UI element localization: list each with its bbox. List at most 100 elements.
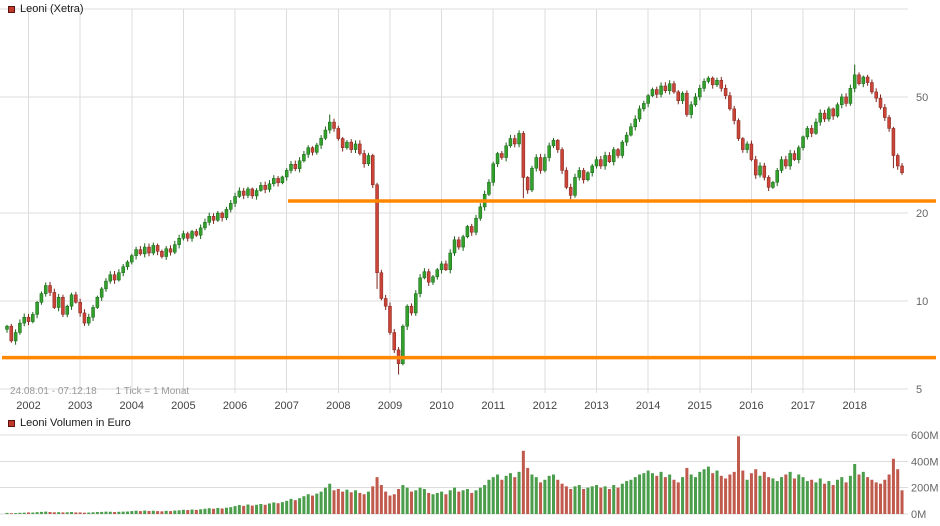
volume-bar[interactable]: [530, 474, 534, 515]
candle[interactable]: [250, 187, 255, 199]
candle[interactable]: [633, 115, 637, 131]
candle[interactable]: [444, 260, 448, 272]
volume-bar[interactable]: [147, 510, 151, 514]
candle[interactable]: [104, 278, 108, 292]
volume-bar[interactable]: [78, 512, 82, 514]
volume-bar[interactable]: [285, 500, 289, 514]
volume-bar[interactable]: [560, 483, 564, 514]
volume-bar[interactable]: [134, 510, 138, 514]
candle[interactable]: [822, 109, 827, 122]
volume-bar[interactable]: [272, 502, 276, 514]
candle[interactable]: [48, 281, 52, 297]
candle[interactable]: [336, 125, 341, 141]
candle[interactable]: [177, 234, 181, 249]
volume-bar[interactable]: [233, 506, 237, 514]
candle[interactable]: [74, 291, 78, 304]
candle[interactable]: [198, 224, 203, 240]
volume-bar[interactable]: [668, 474, 672, 515]
candle[interactable]: [672, 80, 676, 94]
candle[interactable]: [762, 162, 767, 181]
volume-bar[interactable]: [366, 491, 370, 514]
candle[interactable]: [349, 139, 353, 153]
candle[interactable]: [147, 243, 151, 257]
volume-bar[interactable]: [801, 477, 805, 514]
volume-bar[interactable]: [5, 512, 9, 514]
candle[interactable]: [788, 149, 792, 170]
volume-bar[interactable]: [319, 491, 323, 514]
candle[interactable]: [469, 223, 474, 236]
candle[interactable]: [719, 76, 724, 92]
volume-bar[interactable]: [362, 494, 366, 514]
candle[interactable]: [366, 152, 371, 167]
candle[interactable]: [82, 309, 87, 326]
candle[interactable]: [607, 152, 612, 164]
volume-bar[interactable]: [104, 511, 108, 514]
volume-bar[interactable]: [543, 479, 547, 514]
candle[interactable]: [556, 139, 560, 153]
candle[interactable]: [835, 102, 840, 118]
volume-bar[interactable]: [470, 492, 474, 514]
volume-bar[interactable]: [194, 509, 198, 514]
volume-bar[interactable]: [887, 474, 891, 515]
candle[interactable]: [474, 214, 478, 236]
volume-bar[interactable]: [577, 485, 581, 514]
candle[interactable]: [887, 114, 891, 132]
candle[interactable]: [564, 167, 569, 190]
volume-bar[interactable]: [646, 470, 650, 514]
volume-bar[interactable]: [100, 511, 104, 514]
candle[interactable]: [809, 125, 814, 138]
candle[interactable]: [276, 176, 280, 187]
volume-bar[interactable]: [874, 482, 878, 514]
volume-bar[interactable]: [156, 511, 160, 514]
candle[interactable]: [487, 179, 491, 196]
candle[interactable]: [9, 323, 14, 343]
candle[interactable]: [362, 150, 366, 168]
volume-bar[interactable]: [745, 479, 749, 514]
volume-bar[interactable]: [681, 477, 685, 514]
candle[interactable]: [874, 88, 878, 103]
candle[interactable]: [125, 260, 130, 270]
volume-bar[interactable]: [52, 512, 56, 514]
volume-bar[interactable]: [823, 483, 827, 514]
candle[interactable]: [396, 347, 401, 375]
candle[interactable]: [840, 93, 844, 109]
volume-bar[interactable]: [607, 488, 611, 514]
volume-bar[interactable]: [173, 510, 177, 514]
volume-bar[interactable]: [375, 477, 379, 514]
candle[interactable]: [745, 141, 749, 154]
candle[interactable]: [353, 140, 358, 153]
candle[interactable]: [108, 271, 113, 284]
candle[interactable]: [801, 135, 805, 151]
volume-bar[interactable]: [336, 488, 340, 514]
candle[interactable]: [65, 304, 69, 318]
volume-bar[interactable]: [216, 507, 220, 514]
volume-bar[interactable]: [48, 512, 52, 514]
candle[interactable]: [78, 298, 82, 317]
candle[interactable]: [814, 118, 818, 135]
volume-bar[interactable]: [848, 475, 852, 514]
volume-bar[interactable]: [306, 494, 310, 514]
volume-bar[interactable]: [762, 471, 766, 514]
candle[interactable]: [52, 288, 57, 310]
volume-bar[interactable]: [638, 474, 642, 515]
candle[interactable]: [900, 163, 904, 175]
candle[interactable]: [272, 175, 276, 187]
candle[interactable]: [599, 155, 603, 169]
volume-bar[interactable]: [870, 479, 874, 514]
volume-bar[interactable]: [14, 513, 18, 514]
volume-bar[interactable]: [358, 492, 362, 514]
candle[interactable]: [513, 134, 517, 148]
volume-bar[interactable]: [341, 491, 345, 514]
volume-bar[interactable]: [444, 494, 448, 514]
volume-bar[interactable]: [388, 495, 392, 514]
volume-bar[interactable]: [504, 475, 508, 514]
candle[interactable]: [642, 100, 646, 112]
candle[interactable]: [805, 126, 810, 140]
volume-bar[interactable]: [625, 481, 629, 514]
volume-bar[interactable]: [453, 487, 457, 514]
volume-bar[interactable]: [345, 489, 349, 514]
volume-bar[interactable]: [280, 502, 284, 514]
volume-bar[interactable]: [715, 470, 719, 514]
candle[interactable]: [383, 294, 388, 311]
volume-bar[interactable]: [564, 486, 568, 514]
